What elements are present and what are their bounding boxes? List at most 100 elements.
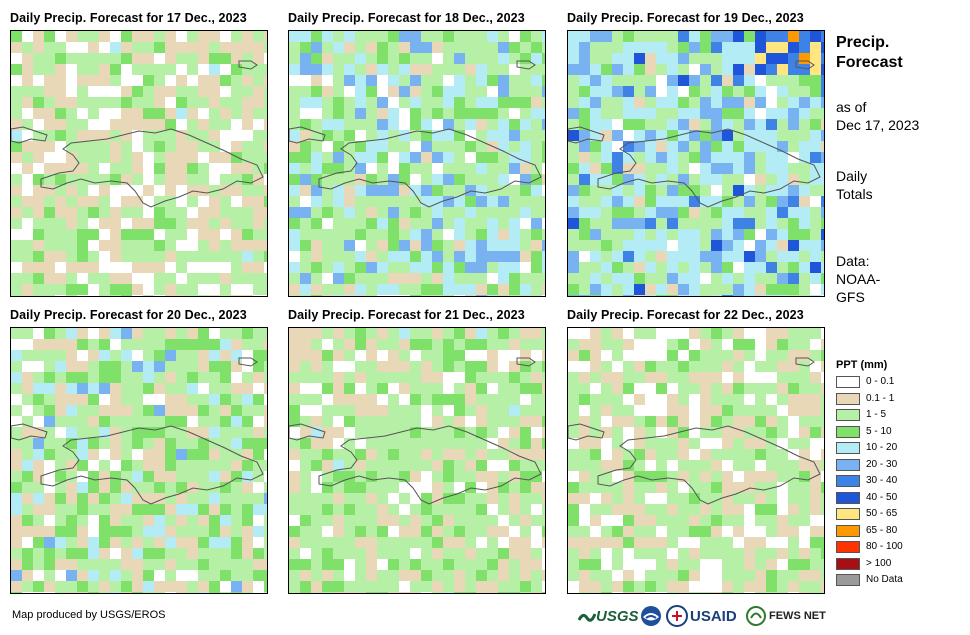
precip-cell	[421, 515, 432, 526]
precip-cell	[810, 196, 821, 207]
precip-cell	[99, 460, 110, 471]
precip-cell	[198, 339, 209, 350]
precip-cell	[656, 537, 667, 548]
precip-cell	[11, 438, 22, 449]
precip-cell	[432, 174, 443, 185]
precip-cell	[289, 251, 300, 262]
precip-cell	[667, 75, 678, 86]
precip-cell	[590, 416, 601, 427]
precip-cell	[33, 64, 44, 75]
coastline	[318, 425, 542, 505]
precip-cell	[187, 350, 198, 361]
precip-cell	[264, 581, 267, 592]
precip-cell	[154, 471, 165, 482]
precip-cell	[198, 163, 209, 174]
precip-cell	[410, 460, 421, 471]
precip-cell	[667, 361, 678, 372]
precip-cell	[821, 262, 824, 273]
precip-cell	[231, 119, 242, 130]
precip-cell	[498, 328, 509, 339]
precip-cell	[711, 504, 722, 515]
precip-cell	[388, 405, 399, 416]
precip-cell	[311, 262, 322, 273]
precip-cell	[766, 504, 777, 515]
precip-cell	[242, 383, 253, 394]
precip-cell	[443, 383, 454, 394]
precip-cell	[700, 31, 711, 42]
precip-cell	[612, 416, 623, 427]
precip-cell	[55, 152, 66, 163]
precip-cell	[788, 372, 799, 383]
precip-cell	[744, 207, 755, 218]
precip-cell	[520, 97, 531, 108]
precip-cell	[132, 196, 143, 207]
precip-cell	[77, 196, 88, 207]
precip-cell	[143, 218, 154, 229]
precip-cell	[77, 394, 88, 405]
precip-cell	[487, 559, 498, 570]
precip-cell	[432, 339, 443, 350]
precip-cell	[667, 207, 678, 218]
precip-cell	[132, 526, 143, 537]
precip-cell	[176, 449, 187, 460]
precip-cell	[788, 130, 799, 141]
precip-cell	[476, 548, 487, 559]
precip-cell	[44, 64, 55, 75]
precip-cell	[744, 383, 755, 394]
precip-cell	[700, 361, 711, 372]
precip-cell	[821, 31, 824, 42]
precip-cell	[656, 592, 667, 593]
precip-cell	[176, 86, 187, 97]
precip-cell	[667, 97, 678, 108]
precip-cell	[11, 592, 22, 593]
precip-cell	[432, 97, 443, 108]
precip-cell	[766, 350, 777, 361]
precip-cell	[99, 207, 110, 218]
precip-cell	[399, 361, 410, 372]
precip-cell	[711, 471, 722, 482]
precip-cell	[198, 75, 209, 86]
precip-cell	[377, 372, 388, 383]
precip-cell	[590, 108, 601, 119]
precip-cell	[366, 504, 377, 515]
precip-cell	[99, 97, 110, 108]
precip-cell	[33, 427, 44, 438]
precip-cell	[667, 119, 678, 130]
precip-cell	[821, 53, 824, 64]
precip-cell	[645, 350, 656, 361]
precip-cell	[579, 207, 590, 218]
precip-cell	[366, 372, 377, 383]
precip-cell	[231, 482, 242, 493]
precip-cell	[788, 592, 799, 593]
precip-cell	[143, 130, 154, 141]
precip-cell	[454, 482, 465, 493]
precip-cell	[242, 493, 253, 504]
precip-cell	[454, 141, 465, 152]
precip-cell	[421, 526, 432, 537]
precip-cell	[700, 504, 711, 515]
precip-cell	[300, 482, 311, 493]
precip-cell	[766, 515, 777, 526]
precip-cell	[531, 218, 542, 229]
precip-cell	[300, 438, 311, 449]
precip-cell	[590, 229, 601, 240]
precip-cell	[377, 460, 388, 471]
precip-cell	[22, 218, 33, 229]
precip-cell	[656, 64, 667, 75]
precip-cell	[667, 482, 678, 493]
precip-cell	[11, 31, 22, 42]
precip-cell	[66, 328, 77, 339]
precip-cell	[645, 240, 656, 251]
legend-swatch	[836, 409, 860, 421]
precip-cell	[154, 273, 165, 284]
precip-cell	[601, 493, 612, 504]
precip-cell	[366, 196, 377, 207]
precip-cell	[531, 229, 542, 240]
precip-cell	[645, 526, 656, 537]
precip-cell	[766, 86, 777, 97]
precip-cell	[88, 141, 99, 152]
precip-cell	[777, 152, 788, 163]
precip-cell	[220, 262, 231, 273]
precip-cell	[667, 559, 678, 570]
precip-cell	[22, 119, 33, 130]
